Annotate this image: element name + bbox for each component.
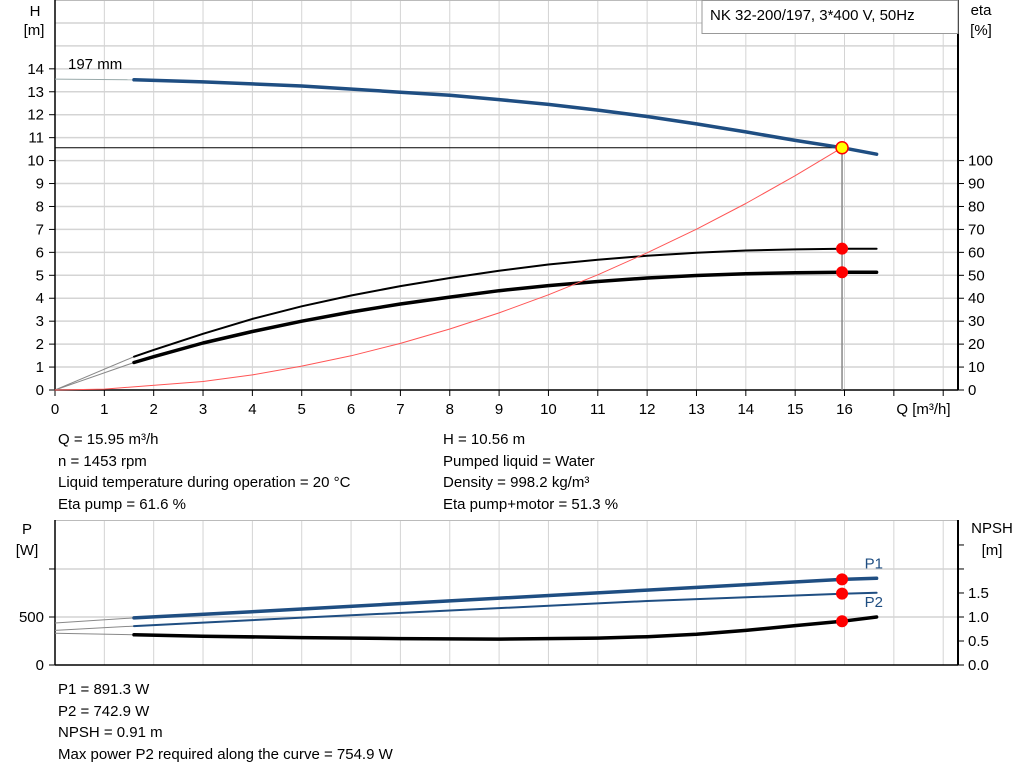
chart2-y2-tick-label: 0.5 xyxy=(968,633,989,650)
liquid-info: H = 10.56 m Pumped liquid = Water Densit… xyxy=(443,429,618,515)
chart2-y2-axis-label: NPSH xyxy=(971,520,1013,537)
operating-point-info: Q = 15.95 m³/h n = 1453 rpm Liquid tempe… xyxy=(58,429,350,515)
chart1-x-tick-label: 12 xyxy=(639,401,656,418)
chart1-x-tick-label: 11 xyxy=(590,401,606,418)
chart1-y-axis-unit: [m] xyxy=(24,22,45,39)
chart1-duty-point-marker xyxy=(835,140,849,155)
chart2-P1-label: P1 xyxy=(865,555,883,572)
chart2-y2-axis-unit: [m] xyxy=(982,542,1003,559)
chart2-y-tick-label: 500 xyxy=(19,609,44,626)
chart1-x-tick-label: 6 xyxy=(347,401,355,418)
chart1-head-curve-extension xyxy=(54,78,135,81)
chart1-y-tick-label: 1 xyxy=(36,359,44,376)
chart1-y2-tick-label: 40 xyxy=(968,290,985,307)
chart1-eta-pump-curve xyxy=(133,247,878,358)
chart1-y-tick-label: 3 xyxy=(36,313,44,330)
chart1-x-axis-label: Q [m³/h] xyxy=(896,401,950,418)
chart1-eta-pump-motor-curve xyxy=(132,270,879,365)
chart1-x-tick-label: 3 xyxy=(199,401,207,418)
chart2-P1-curve-extension xyxy=(54,617,135,624)
chart1-x-tick-label: 14 xyxy=(737,401,754,418)
chart1-y-tick-label: 12 xyxy=(27,107,44,124)
chart2-operating-point-marker xyxy=(836,587,849,600)
chart1-x-tick-label: 10 xyxy=(540,401,557,418)
chart1-y2-tick-label: 60 xyxy=(968,244,985,261)
chart1-x-tick-label: 2 xyxy=(150,401,158,418)
chart1-y2-tick-label: 100 xyxy=(968,153,993,170)
chart1-y-tick-label: 9 xyxy=(36,176,44,193)
info-h: H = 10.56 m xyxy=(443,431,526,448)
chart1-x-tick-label: 5 xyxy=(298,401,306,418)
chart1-x-tick-label: 13 xyxy=(688,401,705,418)
info-npsh: NPSH = 0.91 m xyxy=(58,724,163,741)
chart1-operating-point-marker xyxy=(836,266,849,279)
info-eta-total: Eta pump+motor = 51.3 % xyxy=(443,495,619,513)
info-p1: P1 = 891.3 W xyxy=(58,681,150,698)
chart2-operating-point-marker xyxy=(836,615,849,628)
chart1-y-tick-label: 6 xyxy=(36,244,44,261)
chart2-NPSH-curve-extension xyxy=(54,632,135,636)
chart2-y2-tick-label: 1.5 xyxy=(968,585,989,602)
chart1-eta-pump-curve-extension xyxy=(54,356,135,391)
chart2-NPSH-curve xyxy=(132,615,879,641)
chart1-y-tick-label: 2 xyxy=(36,336,44,353)
info-q: Q = 15.95 m³/h xyxy=(58,431,159,448)
chart2-P1-curve xyxy=(132,576,879,620)
info-liquid: Pumped liquid = Water xyxy=(443,452,595,470)
chart1-y-tick-label: 4 xyxy=(36,290,44,307)
chart2-y2-tick-label: 1.0 xyxy=(968,609,989,626)
chart1-x-tick-label: 9 xyxy=(495,401,503,418)
chart2-y-axis-unit: [W] xyxy=(16,542,39,559)
info-temperature: Liquid temperature during operation = 20… xyxy=(58,474,351,491)
info-max-p2: Max power P2 required along the curve = … xyxy=(58,745,393,763)
chart1-x-tick-label: 15 xyxy=(787,401,804,418)
chart1-y-axis-label: H xyxy=(30,3,41,20)
chart1-y-tick-label: 10 xyxy=(27,153,44,170)
chart1-y2-tick-label: 70 xyxy=(968,221,985,238)
chart1-y2-tick-label: 30 xyxy=(968,313,985,330)
chart1-y-tick-label: 7 xyxy=(36,221,44,238)
chart1-x-tick-label: 4 xyxy=(248,401,256,418)
chart2-P2-label: P2 xyxy=(865,594,883,611)
info-density: Density = 998.2 kg/m³ xyxy=(443,474,590,491)
chart1-title: NK 32-200/197, 3*400 V, 50Hz xyxy=(710,7,915,24)
chart1-y2-axis-label: eta xyxy=(971,2,993,19)
chart1-y2-tick-label: 0 xyxy=(968,382,976,399)
power-info: P1 = 891.3 W P2 = 742.9 W NPSH = 0.91 m … xyxy=(58,679,393,765)
chart1-y2-tick-label: 20 xyxy=(968,336,985,353)
info-eta-pump: Eta pump = 61.6 % xyxy=(58,495,186,513)
chart2-y2-tick-label: 0.0 xyxy=(968,657,989,674)
chart1-y2-tick-label: 90 xyxy=(968,176,985,193)
chart1-y2-tick-label: 10 xyxy=(968,359,985,376)
chart2-y-axis-label: P xyxy=(22,521,32,538)
chart1-operating-point-marker xyxy=(836,242,849,255)
chart1-y-tick-label: 8 xyxy=(36,198,44,215)
chart1-head-curve xyxy=(132,78,879,156)
chart1-y-tick-label: 5 xyxy=(36,267,44,284)
chart1-y2-tick-label: 50 xyxy=(968,267,985,284)
chart1-x-tick-label: 1 xyxy=(100,401,108,418)
chart2-operating-point-marker xyxy=(836,573,849,586)
chart1-y-tick-label: 13 xyxy=(27,84,44,101)
chart1-y-tick-label: 14 xyxy=(27,61,44,78)
chart1-y-tick-label: 11 xyxy=(28,130,44,147)
chart1-y-tick-label: 0 xyxy=(36,382,44,399)
chart1-x-tick-label: 8 xyxy=(446,401,454,418)
chart1-y2-tick-label: 80 xyxy=(968,198,985,215)
chart1-x-tick-label: 0 xyxy=(51,401,59,418)
chart1-x-tick-label: 7 xyxy=(396,401,404,418)
chart2-y-tick-label: 0 xyxy=(36,657,44,674)
chart1-eta-pump-motor-curve-extension xyxy=(54,362,135,391)
chart1-x-tick-label: 16 xyxy=(836,401,853,418)
chart1-impeller-annotation: 197 mm xyxy=(68,56,122,73)
chart2-P2-curve-extension xyxy=(54,625,135,631)
chart1-y2-axis-unit: [%] xyxy=(970,22,992,39)
info-speed: n = 1453 rpm xyxy=(58,452,147,470)
chart1-title-box xyxy=(701,0,959,34)
chart1-system-curve-curve xyxy=(54,147,843,391)
info-p2: P2 = 742.9 W xyxy=(58,702,150,720)
